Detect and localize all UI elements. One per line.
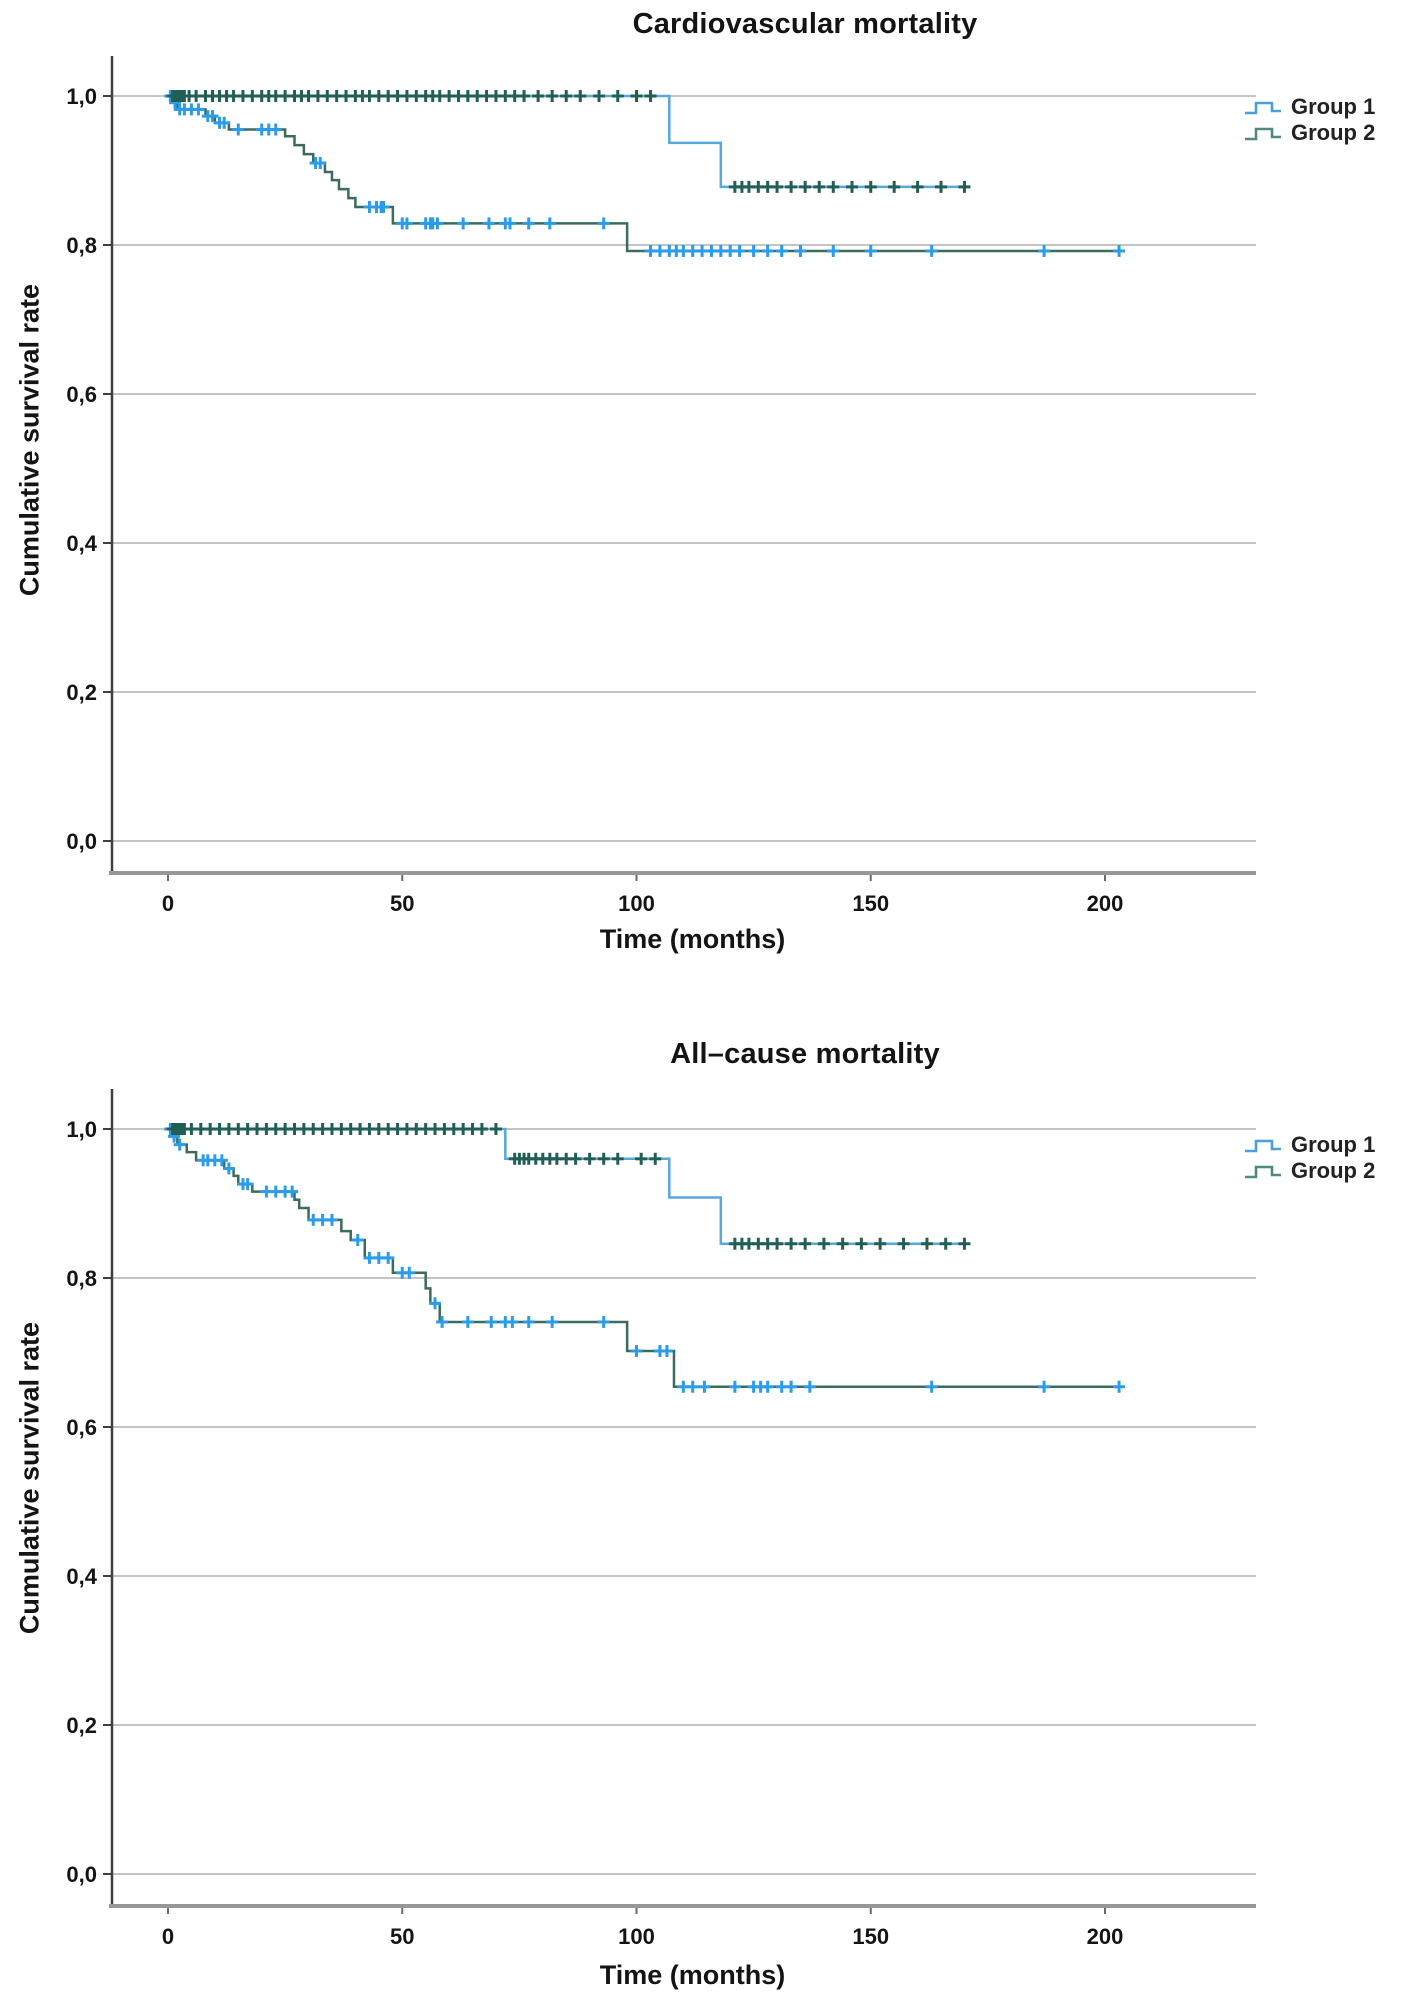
y-grid-and-ticks: 1,0 0,8 0,6 0,4 0,2 0,0 (66, 84, 1256, 854)
censor-marks-group-1 (164, 1123, 1126, 1393)
x-tick-label: 150 (852, 891, 889, 916)
chart1-y-axis-title: Cumulative survival rate (14, 283, 45, 597)
legend-step-icon (1245, 1165, 1281, 1179)
chart2-x-axis-title: Time (months) (599, 1960, 786, 1990)
chart1-legend-item-group2: Group 2 (1243, 120, 1423, 146)
y-tick-label: 0,0 (66, 829, 97, 854)
x-tick-label: 0 (162, 891, 174, 916)
chart2-legend-item-group1: Group 1 (1243, 1132, 1423, 1158)
km-curve-group-2 (168, 94, 965, 189)
x-tick-label: 150 (852, 1924, 889, 1949)
legend-step-icon (1245, 1139, 1281, 1153)
censor-marks-group-1 (164, 90, 1126, 257)
censor-marks-group-2 (166, 1123, 971, 1250)
km-curve-group-1 (168, 1127, 1120, 1389)
y-tick-label: 1,0 (66, 84, 97, 109)
km-curve-group-1 (168, 94, 1120, 253)
chart1-title: Cardiovascular mortality (632, 8, 978, 40)
km-curve-group-2 (168, 1127, 965, 1245)
chart2-legend-item-group2: Group 2 (1243, 1158, 1423, 1184)
y-tick-label: 1,0 (66, 1117, 97, 1142)
km-chart-2: 1,0 0,8 0,6 0,4 0,2 0,0 0 50 100 150 200 (66, 1089, 1256, 1949)
y-tick-label: 0,4 (66, 1564, 97, 1589)
y-tick-label: 0,0 (66, 1862, 97, 1887)
x-tick-label: 50 (390, 891, 414, 916)
legend-label-group2: Group 2 (1291, 1158, 1376, 1183)
chart1-x-axis-title: Time (months) (599, 924, 786, 954)
chart2-y-axis-title: Cumulative survival rate (14, 1321, 45, 1635)
y-tick-label: 0,8 (66, 233, 97, 258)
x-tick-label: 50 (390, 1924, 414, 1949)
y-tick-label: 0,2 (66, 1713, 97, 1738)
legend-step-icon (1245, 101, 1281, 115)
km-chart-1: 1,0 0,8 0,6 0,4 0,2 0,0 0 50 100 150 200 (66, 56, 1256, 916)
chart1-legend-item-group1: Group 1 (1243, 94, 1423, 120)
censor-marks-group-2 (166, 90, 971, 193)
x-ticks: 0 50 100 150 200 (162, 1906, 1123, 1949)
legend-label-group1: Group 1 (1291, 94, 1376, 119)
x-ticks: 0 50 100 150 200 (162, 873, 1123, 916)
y-tick-label: 0,6 (66, 382, 97, 407)
y-grid-and-ticks: 1,0 0,8 0,6 0,4 0,2 0,0 (66, 1117, 1256, 1887)
y-tick-label: 0,6 (66, 1415, 97, 1440)
x-tick-label: 0 (162, 1924, 174, 1949)
y-tick-label: 0,8 (66, 1266, 97, 1291)
chart1-legend: Group 1 Group 2 (1243, 94, 1423, 146)
y-tick-label: 0,4 (66, 531, 97, 556)
x-tick-label: 100 (618, 1924, 655, 1949)
chart2-title: All–cause mortality (670, 1038, 940, 1070)
chart2-legend: Group 1 Group 2 (1243, 1132, 1423, 1184)
legend-step-icon (1245, 127, 1281, 141)
legend-label-group2: Group 2 (1291, 120, 1376, 145)
x-tick-label: 200 (1087, 891, 1124, 916)
x-tick-label: 100 (618, 891, 655, 916)
x-tick-label: 200 (1087, 1924, 1124, 1949)
y-tick-label: 0,2 (66, 680, 97, 705)
legend-label-group1: Group 1 (1291, 1132, 1376, 1157)
